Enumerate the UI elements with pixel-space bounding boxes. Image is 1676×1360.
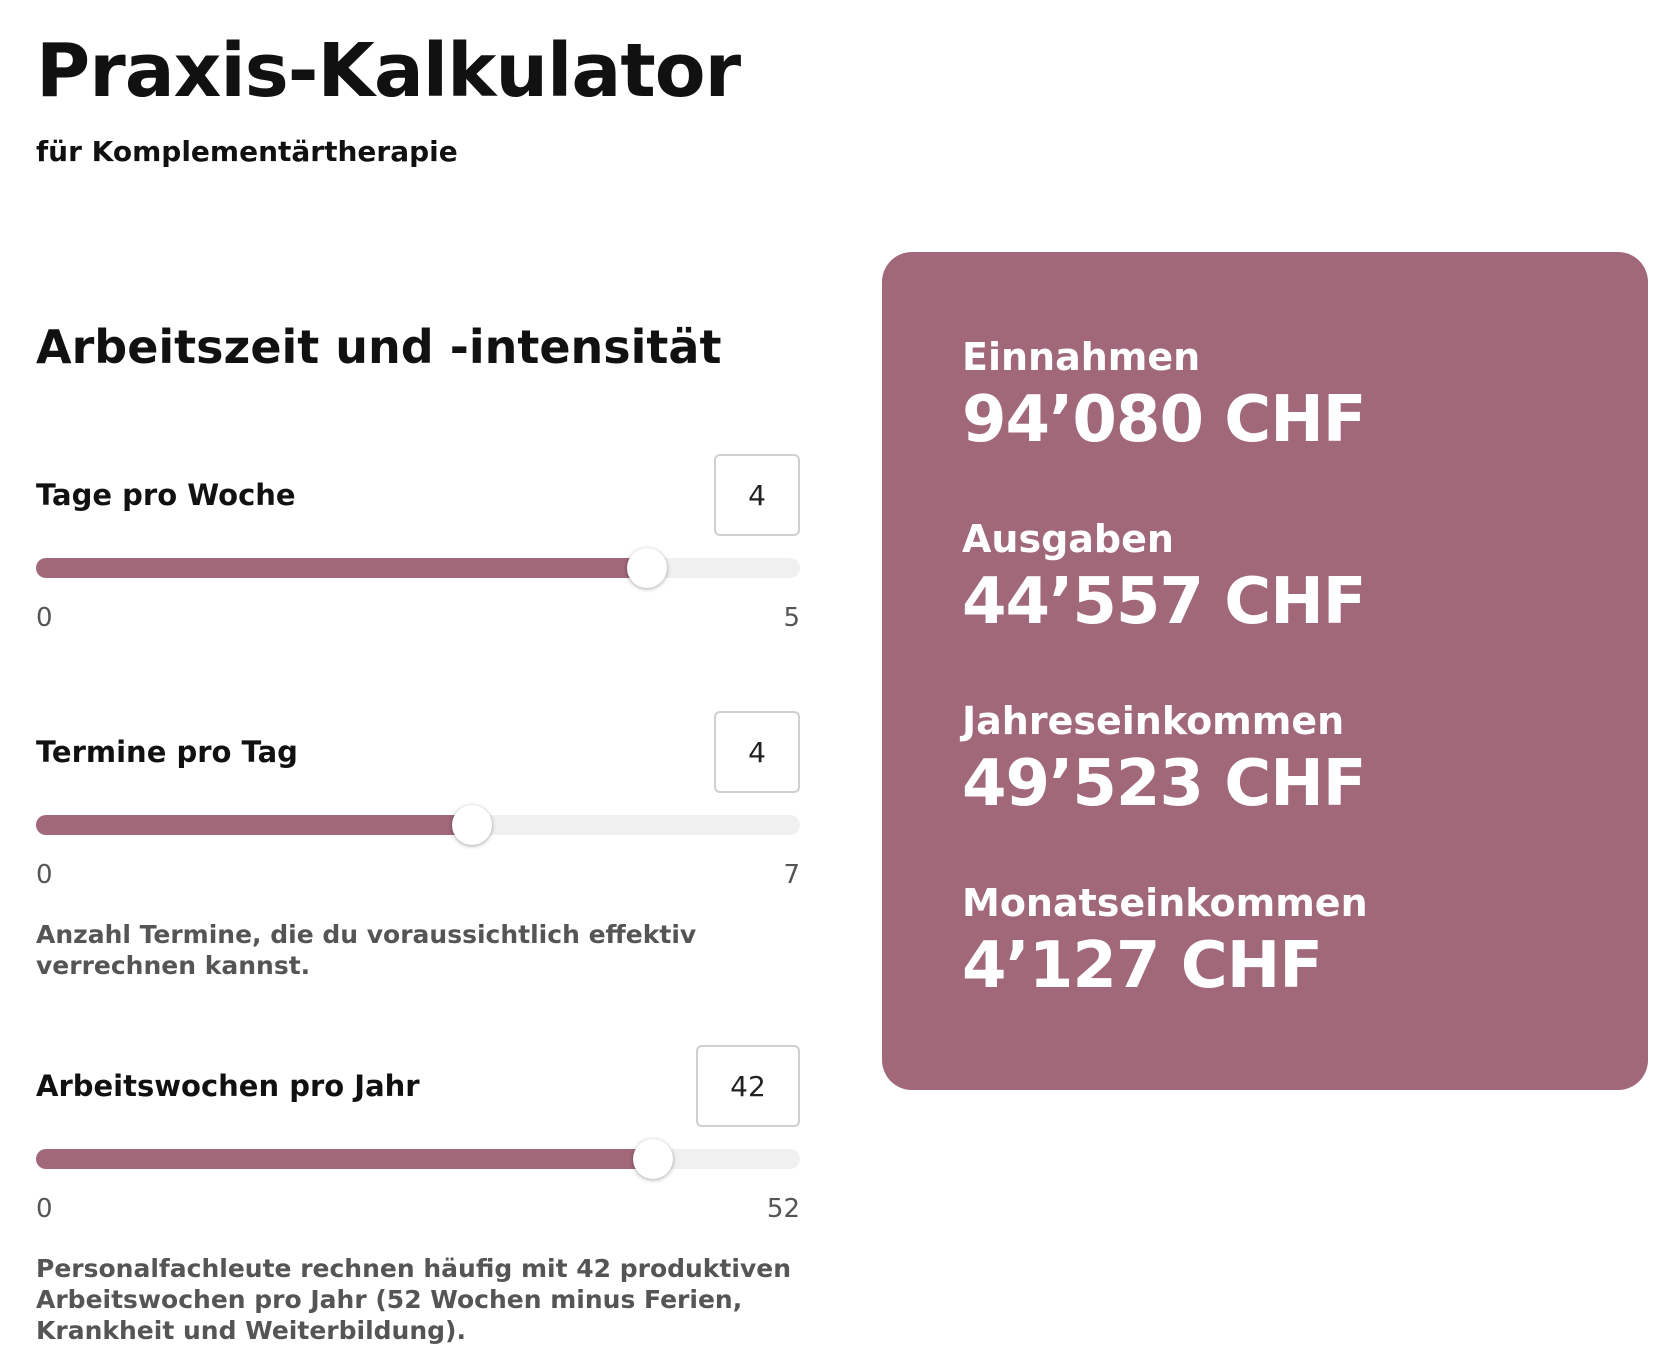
result-monatseinkommen: Monatseinkommen 4’127 CHF [962, 880, 1368, 1004]
result-label: Einnahmen [962, 335, 1201, 379]
control-hint: Personalfachleute rechnen häufig mit 42 … [36, 1254, 792, 1345]
slider-max-label: 52 [766, 1194, 800, 1224]
slider-min-label: 0 [36, 860, 53, 890]
slider-min-label: 0 [36, 603, 53, 633]
page-title: Praxis-Kalkulator [36, 28, 741, 114]
slider-fill [36, 1149, 654, 1169]
termine-pro-tag-input[interactable] [714, 711, 800, 793]
result-value: 94’080 CHF [962, 383, 1366, 457]
result-ausgaben: Ausgaben 44’557 CHF [962, 516, 1366, 640]
slider-min-label: 0 [36, 1194, 53, 1224]
section-title: Arbeitszeit und -intensität [36, 320, 722, 374]
tage-pro-woche-slider[interactable] [36, 548, 800, 588]
termine-pro-tag-slider[interactable] [36, 805, 800, 845]
results-card: Einnahmen 94’080 CHF Ausgaben 44’557 CHF… [882, 252, 1648, 1090]
slider-max-label: 5 [783, 603, 800, 633]
result-jahreseinkommen: Jahreseinkommen 49’523 CHF [962, 698, 1366, 822]
slider-max-label: 7 [783, 860, 800, 890]
slider-fill [36, 815, 473, 835]
result-einnahmen: Einnahmen 94’080 CHF [962, 334, 1366, 458]
result-value: 4’127 CHF [962, 929, 1323, 1003]
control-label: Tage pro Woche [36, 478, 296, 512]
control-label: Termine pro Tag [36, 735, 298, 769]
slider-thumb[interactable] [627, 548, 668, 588]
arbeitswochen-pro-jahr-input[interactable] [696, 1045, 800, 1127]
result-label: Jahreseinkommen [962, 699, 1345, 743]
result-label: Monatseinkommen [962, 881, 1368, 925]
arbeitswochen-pro-jahr-slider[interactable] [36, 1139, 800, 1179]
control-hint: Anzahl Termine, die du voraussichtlich e… [36, 920, 697, 980]
slider-thumb[interactable] [633, 1139, 674, 1179]
result-value: 49’523 CHF [962, 747, 1366, 821]
control-label: Arbeitswochen pro Jahr [36, 1069, 420, 1103]
page-subtitle: für Komplementärtherapie [36, 135, 458, 168]
slider-thumb[interactable] [452, 805, 493, 845]
slider-fill [36, 558, 648, 578]
tage-pro-woche-input[interactable] [714, 454, 800, 536]
result-label: Ausgaben [962, 517, 1174, 561]
result-value: 44’557 CHF [962, 565, 1366, 639]
